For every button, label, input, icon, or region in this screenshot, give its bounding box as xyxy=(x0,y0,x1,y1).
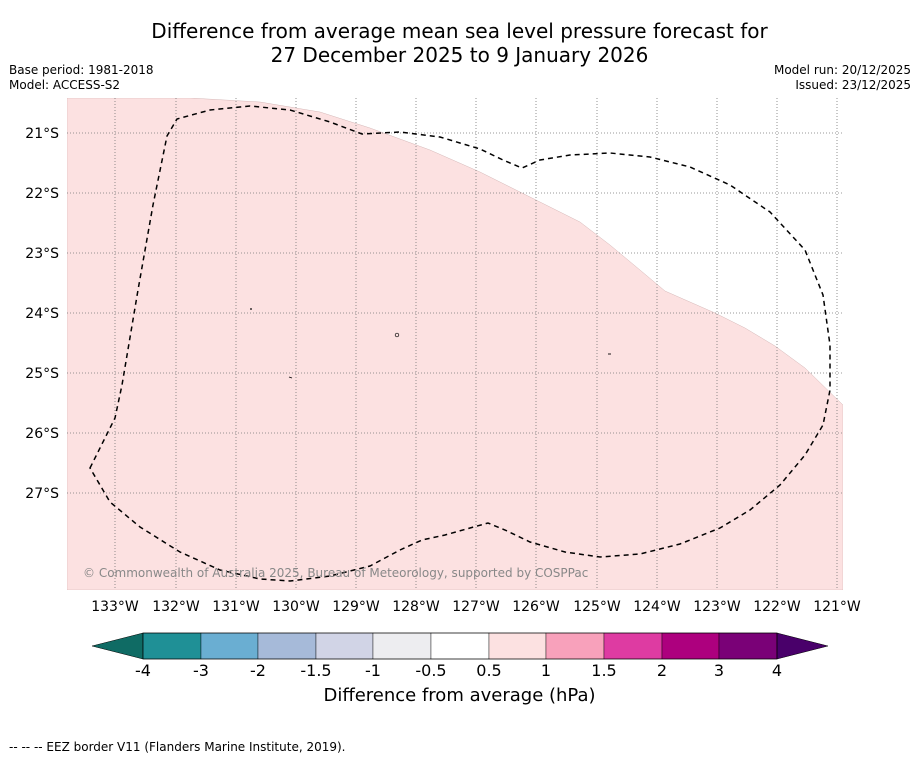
colorbar-tick: -0.5 xyxy=(415,661,446,680)
colorbar-segment xyxy=(430,632,490,660)
lon-label: 128°W xyxy=(392,599,440,615)
lon-label: 130°W xyxy=(272,599,320,615)
lat-label: 26°S xyxy=(25,426,59,442)
lon-label: 127°W xyxy=(452,599,500,615)
colorbar-segment xyxy=(603,632,663,660)
latitude-labels: 21°S 22°S 23°S 24°S 25°S 26°S 27°S xyxy=(25,126,59,502)
lat-label: 25°S xyxy=(25,366,59,382)
colorbar-high-extend xyxy=(776,632,829,660)
lat-label: 24°S xyxy=(25,306,59,322)
island-marker xyxy=(394,332,400,338)
model-run: Model run: 20/12/2025 xyxy=(773,63,911,77)
colorbar-tick: -3 xyxy=(193,661,209,680)
colorbar-segment xyxy=(488,632,547,660)
island-marker xyxy=(250,308,252,310)
eez-legend-note: -- -- -- EEZ border V11 (Flanders Marine… xyxy=(9,740,346,754)
colorbar-tick: -1 xyxy=(365,661,381,680)
lon-label: 129°W xyxy=(332,599,380,615)
lat-label: 27°S xyxy=(25,486,59,502)
lon-label: 121°W xyxy=(813,599,861,615)
lon-label: 124°W xyxy=(633,599,681,615)
colorbar-tick: 1.5 xyxy=(591,661,616,680)
colorbar-segment xyxy=(372,632,432,660)
title-line-2: 27 December 2025 to 9 January 2026 xyxy=(270,43,649,67)
anomaly-region-0.5-to-1 xyxy=(67,98,843,590)
lon-label: 132°W xyxy=(152,599,200,615)
colorbar-tick: 0.5 xyxy=(476,661,501,680)
longitude-labels: 133°W 132°W 131°W 130°W 129°W 128°W 127°… xyxy=(91,599,861,615)
colorbar-segment xyxy=(200,632,259,660)
eez-border xyxy=(89,105,831,582)
colorbar-tick: 2 xyxy=(657,661,667,680)
colorbar-segment xyxy=(142,632,202,660)
lon-label: 131°W xyxy=(212,599,260,615)
colorbar-segment xyxy=(315,632,374,660)
colorbar-segment xyxy=(661,632,720,660)
colorbar-tick: -2 xyxy=(250,661,266,680)
colorbar-tick: 1 xyxy=(541,661,551,680)
island-marker xyxy=(288,376,293,379)
lon-label: 133°W xyxy=(91,599,139,615)
copyright-notice: © Commonwealth of Australia 2025, Bureau… xyxy=(83,566,588,580)
colorbar-outline xyxy=(142,632,778,660)
title-line-1: Difference from average mean sea level p… xyxy=(151,19,768,43)
lat-label: 23°S xyxy=(25,246,59,262)
graticule xyxy=(67,98,843,590)
lat-label: 22°S xyxy=(25,186,59,202)
model-name: Model: ACCESS-S2 xyxy=(9,78,121,92)
lat-label: 21°S xyxy=(25,126,59,142)
lon-label: 125°W xyxy=(573,599,621,615)
lon-label: 122°W xyxy=(753,599,801,615)
colorbar-low-extend xyxy=(91,632,144,660)
base-period: Base period: 1981-2018 xyxy=(9,63,154,77)
colorbar-tick: 3 xyxy=(714,661,724,680)
lon-label: 123°W xyxy=(693,599,741,615)
colorbar-tick: 4 xyxy=(772,661,782,680)
issued-date: Issued: 23/12/2025 xyxy=(795,78,911,92)
colorbar-tick: -4 xyxy=(135,661,151,680)
colorbar-segment xyxy=(545,632,605,660)
colorbar-segment xyxy=(718,632,778,660)
lon-label: 126°W xyxy=(512,599,560,615)
colorbar-title: Difference from average (hPa) xyxy=(323,685,596,706)
colorbar-tick: -1.5 xyxy=(300,661,331,680)
colorbar: -4 -3 -2 -1.5 -1 -0.5 0.5 1 1.5 2 3 4 xyxy=(91,632,829,680)
colorbar-segment xyxy=(257,632,317,660)
